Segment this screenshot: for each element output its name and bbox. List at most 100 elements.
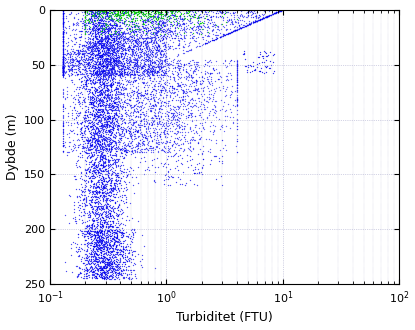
Point: [106, 59, 113, 65]
Point: [118, 62, 124, 67]
Point: [100, 72, 107, 77]
Point: [103, 268, 110, 274]
Point: [132, 53, 139, 58]
Point: [109, 102, 115, 107]
Point: [98, 237, 104, 243]
Point: [94, 165, 100, 170]
Point: [85, 44, 92, 49]
Point: [111, 70, 118, 76]
Point: [147, 96, 154, 102]
Point: [129, 232, 136, 237]
Point: [84, 45, 90, 50]
Point: [206, 95, 213, 101]
Point: [131, 120, 137, 126]
Point: [89, 54, 96, 59]
Point: [133, 38, 140, 44]
Point: [100, 86, 107, 91]
Point: [115, 224, 122, 229]
Point: [107, 29, 114, 35]
Point: [103, 264, 110, 270]
Point: [91, 30, 98, 35]
Point: [99, 124, 106, 130]
Point: [191, 66, 198, 71]
Point: [106, 101, 112, 106]
Point: [168, 70, 175, 76]
Point: [60, 49, 67, 54]
Point: [96, 128, 103, 133]
Point: [109, 157, 116, 162]
Point: [107, 67, 113, 72]
Point: [91, 224, 98, 229]
Point: [111, 22, 117, 27]
Point: [112, 50, 119, 56]
Point: [111, 186, 118, 191]
Point: [101, 64, 107, 69]
Point: [94, 222, 101, 228]
Point: [189, 104, 195, 110]
Point: [111, 159, 117, 164]
Point: [235, 26, 242, 31]
Point: [99, 109, 105, 115]
Point: [121, 29, 127, 34]
Point: [114, 233, 120, 238]
Point: [134, 13, 141, 18]
Point: [90, 183, 97, 188]
Point: [115, 129, 122, 135]
Point: [137, 10, 144, 15]
Point: [183, 138, 190, 144]
Point: [103, 274, 110, 279]
Point: [119, 159, 126, 165]
Point: [91, 139, 98, 144]
Point: [124, 149, 130, 155]
Point: [249, 20, 256, 25]
Point: [122, 120, 128, 125]
Point: [103, 272, 110, 277]
Point: [151, 26, 158, 31]
Point: [110, 98, 116, 103]
Point: [158, 49, 165, 54]
Point: [114, 118, 121, 124]
Point: [108, 16, 115, 22]
Point: [100, 144, 107, 149]
Point: [107, 168, 114, 173]
Point: [88, 55, 95, 60]
Point: [115, 204, 121, 209]
Point: [73, 58, 80, 63]
Point: [146, 54, 153, 60]
Point: [88, 73, 94, 78]
Point: [212, 32, 218, 38]
Point: [83, 28, 90, 34]
Point: [180, 24, 187, 30]
Point: [102, 8, 108, 13]
Point: [167, 83, 173, 89]
Point: [188, 100, 195, 105]
Point: [148, 38, 154, 43]
Point: [88, 200, 95, 205]
Point: [138, 65, 145, 70]
Point: [110, 241, 117, 246]
Point: [144, 140, 151, 146]
Point: [146, 51, 153, 57]
Point: [104, 196, 110, 201]
Point: [143, 32, 150, 38]
Point: [86, 45, 93, 50]
Point: [260, 16, 266, 21]
Point: [108, 69, 115, 75]
Point: [108, 83, 115, 88]
Point: [95, 14, 101, 19]
Point: [245, 18, 252, 23]
Point: [134, 46, 141, 51]
Point: [82, 26, 88, 31]
Point: [115, 212, 121, 217]
Point: [178, 145, 184, 150]
Point: [129, 116, 136, 122]
Point: [116, 276, 122, 281]
Point: [105, 73, 112, 78]
Point: [94, 272, 101, 277]
Point: [106, 147, 112, 152]
Point: [78, 82, 84, 87]
Point: [106, 187, 112, 192]
Point: [103, 24, 109, 29]
Point: [135, 100, 142, 106]
Point: [158, 161, 165, 166]
